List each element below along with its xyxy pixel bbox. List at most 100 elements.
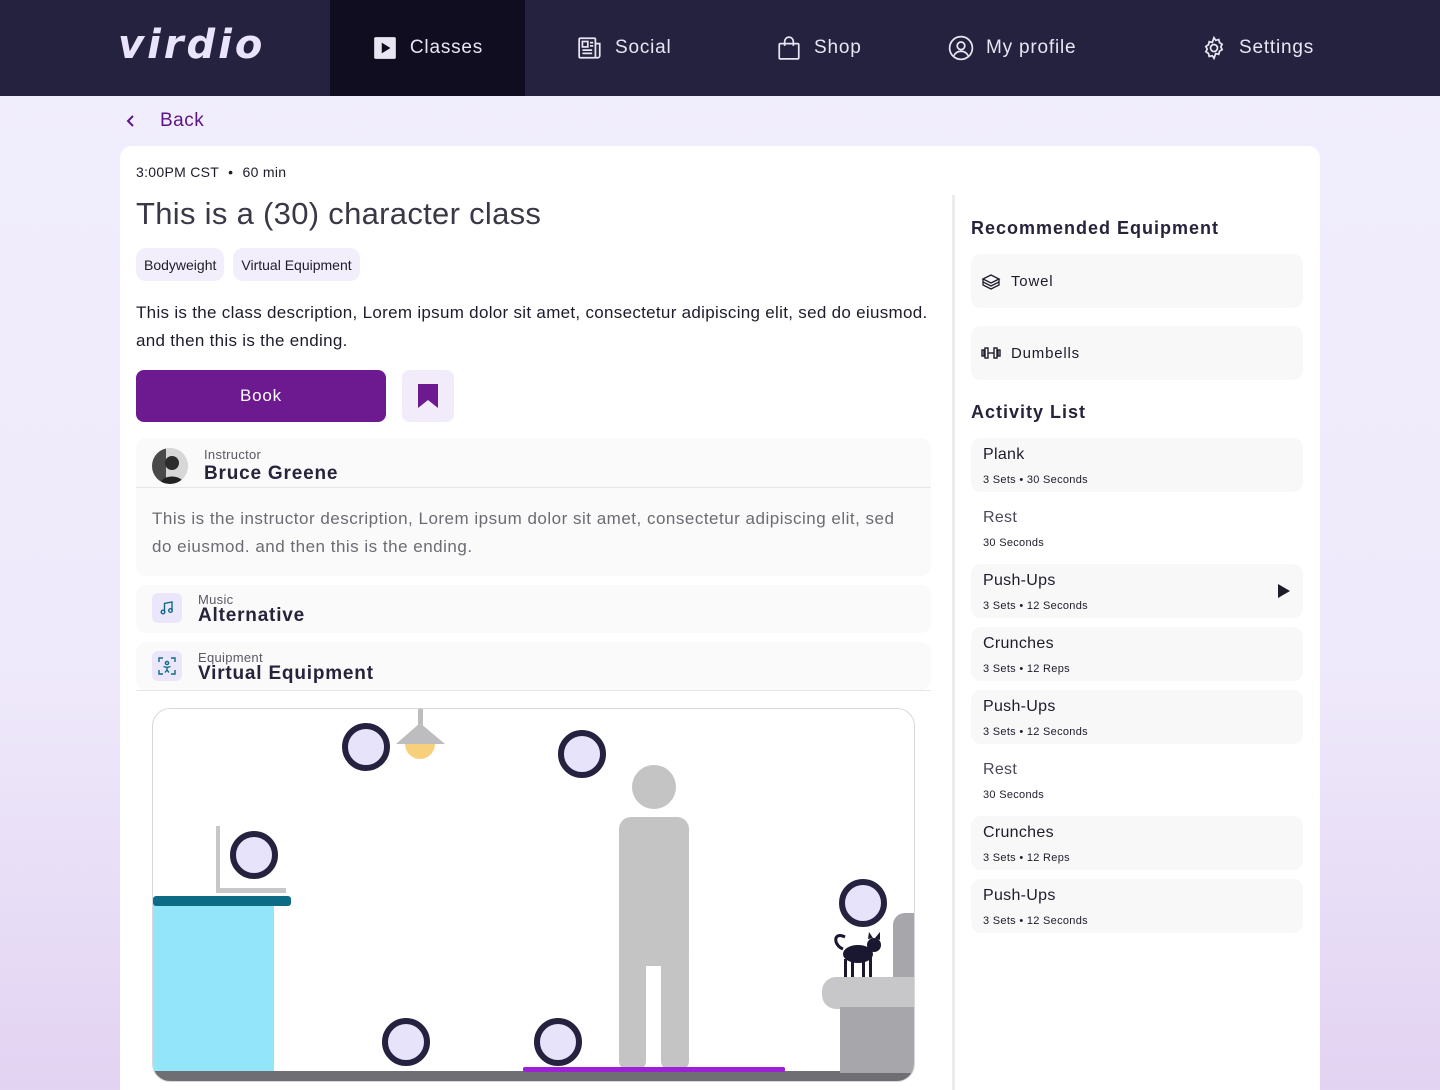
tag-virtual-equipment: Virtual Equipment	[233, 248, 360, 281]
hotspot[interactable]	[382, 1018, 430, 1066]
nav-label-settings: Settings	[1239, 37, 1315, 58]
equipment-item-dumbells[interactable]: Dumbells	[971, 326, 1303, 380]
back-label: Back	[160, 110, 205, 131]
back-link[interactable]: Back	[124, 108, 204, 134]
top-nav: virdio Classes Social Shop My profile Se…	[0, 0, 1440, 96]
counter-top	[153, 896, 291, 906]
activity-item[interactable]: Plank 3 Sets • 30 Seconds	[971, 438, 1303, 492]
activity-detail: 3 Sets • 12 Reps	[983, 852, 1070, 864]
equipment-row	[136, 642, 931, 690]
user-circle-icon	[948, 35, 974, 61]
nav-classes[interactable]: Classes	[330, 0, 525, 96]
activity-item[interactable]: Crunches 3 Sets • 12 Reps	[971, 627, 1303, 681]
virtual-equipment-scene	[152, 708, 915, 1082]
laptop-screen	[216, 826, 220, 890]
equipment-item-label: Dumbells	[1011, 344, 1080, 362]
column-divider	[952, 195, 955, 1090]
activity-name: Push-Ups	[983, 698, 1056, 715]
sofa-arm	[822, 977, 914, 1009]
meta-separator: •	[228, 164, 234, 180]
counter	[153, 901, 274, 1071]
nav-label-my-profile: My profile	[986, 37, 1077, 58]
music-note-icon	[160, 601, 173, 615]
lamp-cord	[418, 709, 423, 727]
laptop-base	[216, 888, 286, 893]
class-duration: 60 min	[242, 164, 287, 180]
instructor-description: This is the instructor description, Lore…	[152, 509, 895, 556]
chevron-left-icon	[126, 115, 134, 127]
activity-item[interactable]: Push-Ups 3 Sets • 12 Seconds	[971, 564, 1303, 618]
activity-name: Crunches	[983, 635, 1054, 652]
lamp-bulb	[405, 744, 435, 759]
nav-settings[interactable]: Settings	[1201, 0, 1314, 96]
music-value: Alternative	[198, 605, 306, 626]
shopping-bag-icon	[778, 36, 800, 60]
activity-name: Push-Ups	[983, 572, 1056, 589]
cat	[834, 932, 881, 977]
instructor-divider	[136, 487, 931, 488]
scan-person-icon	[158, 657, 176, 675]
equipment-divider	[136, 690, 931, 691]
activity-name: Plank	[983, 446, 1025, 463]
play-square-icon	[374, 37, 396, 59]
activity-detail: 3 Sets • 12 Reps	[983, 663, 1070, 675]
activity-item[interactable]: Rest 30 Seconds	[971, 501, 1303, 555]
nav-my-profile[interactable]: My profile	[948, 0, 1076, 96]
activity-detail: 30 Seconds	[983, 789, 1045, 801]
instructor-avatar[interactable]	[152, 448, 188, 484]
floor	[153, 1071, 914, 1081]
gear-icon	[1204, 35, 1224, 61]
play-icon[interactable]	[1277, 583, 1291, 599]
equipment-item-towel[interactable]: Towel	[971, 254, 1303, 308]
activity-name: Crunches	[983, 824, 1054, 841]
equipment-label: Equipment	[198, 650, 263, 665]
virdio-logo[interactable]: virdio	[118, 22, 266, 68]
hotspot[interactable]	[230, 831, 278, 879]
activity-list-title: Activity List	[971, 402, 1087, 422]
person-leg-left	[619, 949, 646, 1071]
class-time: 3:00PM CST	[136, 164, 219, 180]
bookmark-button[interactable]	[402, 370, 454, 422]
hotspot[interactable]	[558, 730, 606, 778]
nav-label-classes: Classes	[409, 37, 484, 58]
class-tags: Bodyweight Virtual Equipment	[136, 248, 360, 281]
activity-item[interactable]: Push-Ups 3 Sets • 12 Seconds	[971, 690, 1303, 744]
towel-icon	[981, 274, 1001, 290]
equipment-chip	[152, 651, 182, 681]
activity-detail: 3 Sets • 12 Seconds	[983, 726, 1088, 738]
yoga-mat	[523, 1067, 785, 1072]
activity-item[interactable]: Rest 30 Seconds	[971, 753, 1303, 807]
hotspot[interactable]	[342, 723, 390, 771]
person-torso-gap	[646, 929, 661, 967]
activity-detail: 3 Sets • 12 Seconds	[983, 915, 1088, 927]
dumbbell-icon	[981, 347, 1001, 359]
instructor-label: Instructor	[204, 447, 262, 462]
hotspot[interactable]	[534, 1018, 582, 1066]
avatar-photo	[152, 448, 188, 484]
equipment-item-label: Towel	[1011, 272, 1054, 290]
activity-item[interactable]: Crunches 3 Sets • 12 Reps	[971, 816, 1303, 870]
activity-name: Push-Ups	[983, 887, 1056, 904]
person-head	[632, 765, 676, 809]
music-chip	[152, 593, 182, 623]
nav-shop[interactable]: Shop	[776, 0, 862, 96]
music-row	[136, 585, 931, 633]
equipment-value: Virtual Equipment	[198, 663, 374, 684]
activity-detail: 3 Sets • 30 Seconds	[983, 474, 1088, 486]
activity-detail: 30 Seconds	[983, 537, 1045, 549]
activity-name: Rest	[983, 761, 1018, 778]
person-body	[619, 817, 689, 967]
activity-detail: 3 Sets • 12 Seconds	[983, 600, 1088, 612]
instructor-name[interactable]: Bruce Greene	[204, 463, 339, 484]
room-illustration	[153, 709, 914, 1081]
nav-label-social: Social	[615, 37, 672, 58]
activity-item[interactable]: Push-Ups 3 Sets • 12 Seconds	[971, 879, 1303, 933]
hotspot[interactable]	[839, 879, 887, 927]
newspaper-icon	[578, 37, 601, 59]
class-description: This is the class description, Lorem ips…	[136, 303, 928, 350]
nav-label-shop: Shop	[814, 37, 862, 58]
class-title: This is a (30) character class	[136, 196, 542, 231]
tag-bodyweight: Bodyweight	[136, 248, 225, 281]
book-button[interactable]: Book	[136, 370, 386, 422]
nav-social[interactable]: Social	[577, 0, 672, 96]
